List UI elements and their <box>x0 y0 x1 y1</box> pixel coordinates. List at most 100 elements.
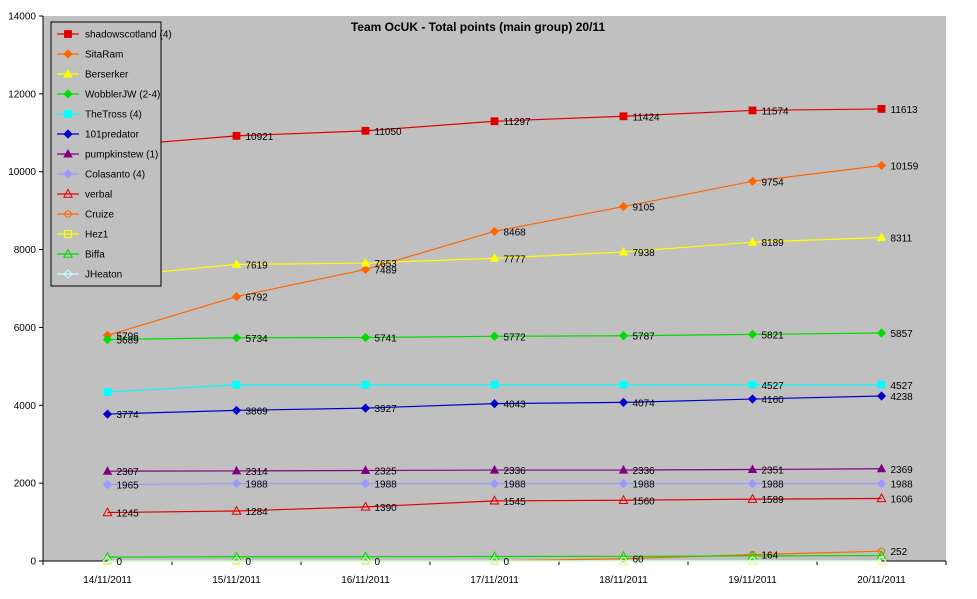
legend-entry: shadowscotland (4) <box>57 30 172 41</box>
data-point <box>360 257 371 267</box>
data-labels: 10921 11050 11297 11424 11574 11613 5796 6792 74… <box>117 105 919 568</box>
data-label: 7777 <box>504 254 527 265</box>
data-label: 2351 <box>762 465 785 476</box>
data-point <box>231 505 242 515</box>
legend-label: 101predator <box>85 130 140 141</box>
data-label: 1606 <box>891 494 914 505</box>
data-label: 8189 <box>762 238 785 249</box>
data-point <box>360 332 371 343</box>
legend-label: verbal <box>85 190 112 201</box>
data-point <box>489 556 500 566</box>
data-point <box>747 464 758 473</box>
data-point <box>232 131 241 140</box>
legend-marker <box>63 169 73 179</box>
data-label: 4160 <box>762 395 785 406</box>
series-line <box>107 497 882 514</box>
data-point <box>489 495 500 505</box>
data-label: 5821 <box>762 330 785 341</box>
data-point <box>619 380 628 389</box>
data-label: 7938 <box>633 248 656 259</box>
data-label: 4074 <box>633 398 656 409</box>
data-label: 10921 <box>246 132 274 143</box>
series-verbal <box>102 492 887 517</box>
data-label: 8468 <box>504 227 527 238</box>
data-label: 4043 <box>504 400 527 411</box>
x-tick-label: 20/11/2011 <box>857 575 906 586</box>
legend-entry: Biffa <box>57 248 105 261</box>
data-point <box>489 550 500 561</box>
data-point <box>361 126 370 135</box>
data-point <box>231 405 242 416</box>
data-label: 9754 <box>762 177 785 188</box>
data-label: 11424 <box>633 112 661 123</box>
data-label: 10159 <box>891 162 919 173</box>
data-label: 1965 <box>117 481 140 492</box>
data-point <box>102 506 113 517</box>
data-point <box>618 556 629 566</box>
data-point <box>102 556 113 566</box>
legend-label: pumpkinstew (1) <box>85 150 158 161</box>
data-label: 4527 <box>762 381 785 392</box>
data-label: 5772 <box>504 332 527 343</box>
data-label: 0 <box>375 557 381 568</box>
data-label: 5796 <box>117 331 140 342</box>
data-label: 0 <box>117 557 123 568</box>
data-point <box>876 391 887 401</box>
data-point <box>360 264 371 275</box>
data-label: 3927 <box>375 404 398 415</box>
data-point <box>747 237 758 246</box>
data-point <box>747 394 758 404</box>
data-point <box>489 478 500 489</box>
x-tick-label: 14/11/2011 <box>83 575 132 586</box>
data-label: 11613 <box>891 105 919 116</box>
series-wobblerjw-2-4 <box>102 328 887 345</box>
data-label: 4527 <box>891 381 914 392</box>
data-point <box>232 380 241 389</box>
data-point <box>360 478 371 489</box>
data-point <box>102 334 113 345</box>
data-label: 1988 <box>633 480 656 491</box>
legend-marker <box>64 210 72 218</box>
legend-marker <box>63 269 73 279</box>
data-point <box>360 501 371 511</box>
data-point <box>102 551 113 561</box>
data-point <box>876 550 887 560</box>
legend-marker <box>64 30 72 38</box>
data-point <box>747 329 758 340</box>
data-point <box>360 403 371 413</box>
data-point <box>231 291 242 302</box>
data-label: 1245 <box>117 509 140 520</box>
data-point <box>489 331 500 341</box>
data-label: 7489 <box>375 265 398 276</box>
data-label: 7653 <box>375 259 398 270</box>
legend-label: shadowscotland (4) <box>85 30 172 41</box>
legend-marker <box>63 89 73 99</box>
legend-entry: JHeaton <box>57 269 122 281</box>
legend-marker <box>62 188 74 198</box>
data-label: 2314 <box>246 467 269 478</box>
data-point <box>747 478 758 489</box>
data-point <box>876 328 887 338</box>
data-point <box>748 380 757 389</box>
legend-entry: SitaRam <box>57 49 123 61</box>
data-label: 1988 <box>375 480 398 491</box>
data-label: 1988 <box>504 480 527 491</box>
legend-box <box>50 21 162 287</box>
data-point <box>877 105 886 113</box>
legend-entry: Colasanto (4) <box>57 169 145 181</box>
data-point <box>231 551 242 561</box>
legend-marker <box>63 49 73 59</box>
series-colasanto-4 <box>102 478 887 490</box>
data-point <box>876 160 887 171</box>
data-point <box>489 253 500 262</box>
data-label: 8311 <box>891 233 913 244</box>
x-tick-label: 19/11/2011 <box>728 575 777 586</box>
data-point <box>618 478 629 489</box>
series-layer <box>102 105 887 566</box>
data-label: 1560 <box>633 496 656 507</box>
data-label: 9105 <box>633 203 656 214</box>
data-point <box>618 397 629 408</box>
x-tick-label: 18/11/2011 <box>599 575 648 586</box>
x-tick-label: 17/11/2011 <box>470 575 519 586</box>
legend-entry: Berserker <box>57 68 129 81</box>
